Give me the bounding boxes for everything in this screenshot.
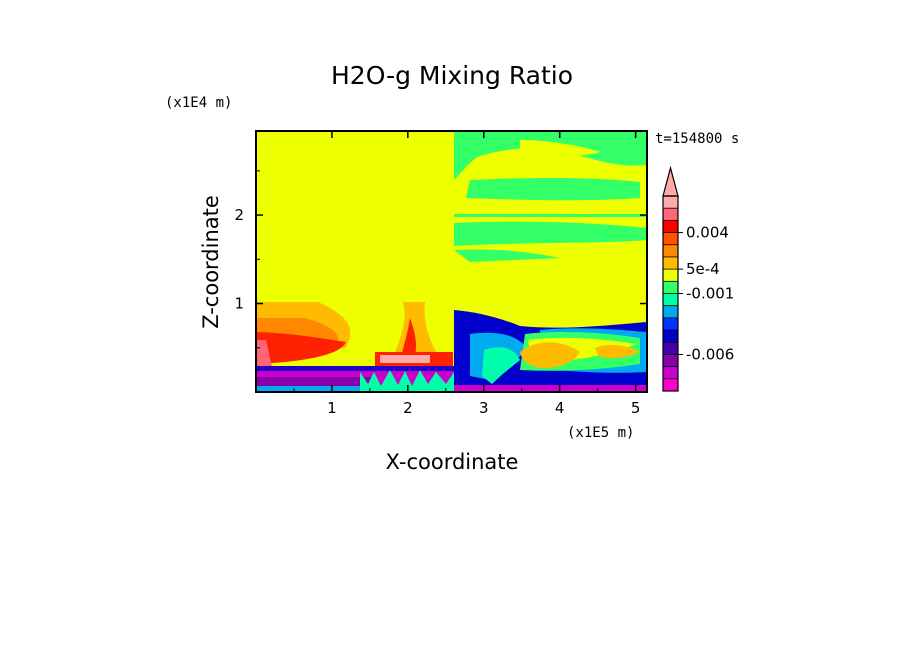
colorbar-label: -0.006 [686, 345, 734, 363]
field-right-green-streak [454, 221, 647, 246]
x-tick-label: 4 [555, 399, 565, 417]
field-right-orange-blob [520, 342, 580, 368]
field-plume-red [400, 318, 417, 360]
colorbar-swatch [663, 232, 678, 246]
colorbar-label: 0.004 [686, 224, 729, 242]
colorbar-swatch [663, 281, 678, 294]
y-scale-label: (x1E4 m) [165, 95, 232, 111]
colorbar-swatch [663, 378, 678, 392]
field-plume-base-pink [380, 355, 430, 363]
field-left-red-layer [256, 332, 346, 364]
colorbar-label: 5e-4 [686, 260, 720, 278]
x-axis-ticks: 1 2 3 4 5 [293, 131, 641, 417]
field-right-green-streak [454, 131, 647, 180]
colorbar-swatch [663, 293, 678, 306]
field-left-boundary-turbulence [360, 370, 454, 392]
x-tick-label: 5 [631, 399, 641, 417]
colorbar-swatch [663, 330, 678, 343]
colorbar-swatch [663, 342, 678, 355]
field-right-green-band [454, 214, 647, 217]
field-right-green-streak [466, 178, 640, 201]
colorbar-swatch [663, 244, 678, 258]
plot-frame [255, 130, 648, 393]
field-right-yellow-gap [520, 140, 600, 157]
x-tick-label: 2 [403, 399, 413, 417]
colorbar-swatch [663, 366, 678, 380]
colorbar-label: -0.001 [686, 285, 734, 303]
field-right-green-swirl [482, 347, 520, 384]
colorbar-swatch [663, 354, 678, 367]
y-axis-ticks: 12 [234, 170, 647, 349]
colorbar-swatch [663, 256, 678, 270]
time-label: t=154800 s [655, 131, 739, 147]
field-left-boundary-cyan [256, 386, 454, 392]
field-left-pink-layer [256, 340, 272, 367]
colorbar-swatch [663, 208, 678, 221]
x-tick-label: 1 [327, 399, 337, 417]
y-tick-label: 2 [234, 206, 244, 224]
y-tick-label: 1 [234, 295, 244, 313]
colorbar-extend-arrow [662, 165, 679, 197]
field-left-boundary-purple [256, 377, 376, 386]
x-scale-label: (x1E5 m) [567, 425, 634, 441]
field-right-boundary-magenta [454, 385, 647, 392]
field-right-green-streak [454, 249, 560, 262]
x-axis-label: X-coordinate [386, 450, 519, 474]
field-right-orange-blob [595, 345, 640, 359]
colorbar-swatch [663, 305, 678, 319]
colorbar: 0.004 5e-4 -0.001 -0.006 [662, 165, 734, 392]
colorbar-swatch [663, 269, 678, 282]
mixing-ratio-field [256, 131, 647, 392]
colorbar-swatch [663, 196, 678, 209]
chart-title: H2O-g Mixing Ratio [331, 61, 573, 90]
colorbar-swatch [663, 220, 678, 233]
y-axis-label: Z-coordinate [199, 195, 223, 329]
x-tick-label: 3 [479, 399, 489, 417]
field-left-boundary-blue [256, 366, 454, 371]
colorbar-swatch [663, 317, 678, 331]
